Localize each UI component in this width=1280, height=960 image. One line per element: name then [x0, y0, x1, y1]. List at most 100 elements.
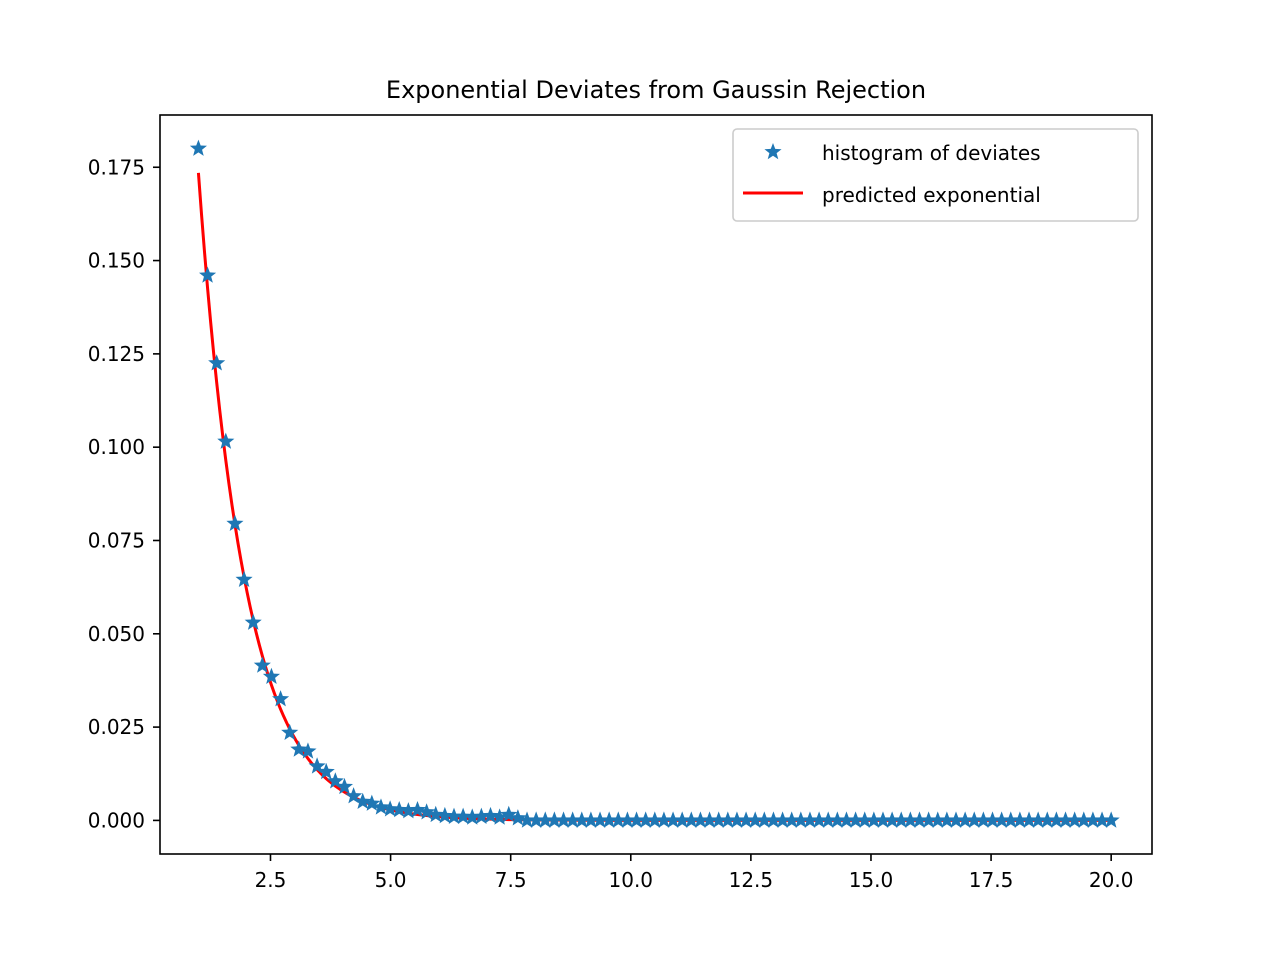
x-tick-label: 5.0 [375, 868, 407, 892]
x-axis: 2.5 5.0 7.5 10.0 12.5 15.0 17.5 20.0 [255, 854, 1134, 892]
data-point-star [1002, 811, 1020, 828]
data-point-star [372, 798, 390, 815]
data-point-star [746, 811, 764, 828]
data-point-star [1056, 811, 1075, 828]
data-point-star [1075, 811, 1093, 828]
data-point-star [682, 811, 700, 828]
data-point-star [920, 811, 938, 828]
data-point-star [810, 811, 828, 828]
data-point-star [646, 811, 664, 828]
data-point-star [317, 762, 335, 780]
data-point-star [454, 807, 472, 824]
y-tick-label: 0.050 [88, 622, 145, 646]
data-point-star [974, 811, 992, 828]
data-point-star [573, 811, 591, 828]
data-point-star [664, 811, 682, 828]
y-tick-label: 0.175 [88, 155, 145, 179]
data-point-star [710, 811, 728, 828]
data-point-star [929, 811, 947, 828]
data-point-star [281, 723, 299, 740]
data-point-star [774, 811, 792, 828]
data-point-star [1029, 811, 1047, 828]
legend-box [732, 128, 1139, 222]
data-point-star [390, 800, 408, 818]
data-point-star [691, 811, 709, 828]
legend-label-predicted: predicted exponential [822, 183, 1041, 207]
data-point-star [847, 811, 865, 828]
data-point-star [536, 811, 554, 828]
data-point-star [345, 787, 363, 804]
data-point-star [874, 811, 892, 828]
y-tick-label: 0.150 [88, 249, 145, 273]
x-tick-label: 10.0 [609, 868, 654, 892]
data-point-star [1011, 811, 1029, 828]
data-point-star [199, 266, 217, 283]
data-point-star [299, 742, 317, 759]
y-tick-label: 0.125 [88, 342, 145, 366]
data-point-star [1020, 811, 1038, 828]
data-point-star [509, 809, 527, 826]
data-point-star [491, 808, 509, 825]
data-point-star [801, 811, 819, 828]
data-point-star [701, 811, 719, 828]
data-point-star [883, 811, 901, 828]
data-point-star [783, 811, 801, 828]
data-point-star [527, 811, 545, 828]
data-point-star [993, 811, 1011, 828]
data-point-star [217, 432, 235, 449]
legend: histogram of deviates predicted exponent… [732, 128, 1139, 222]
histogram-markers-layer [189, 139, 1120, 828]
data-point-star [381, 800, 399, 817]
data-point-star [737, 811, 755, 828]
data-point-star [655, 811, 673, 828]
y-tick-label: 0.025 [88, 715, 145, 739]
data-point-star [618, 811, 636, 828]
data-point-star [1102, 811, 1120, 828]
data-point-star [418, 803, 436, 820]
data-point-star [564, 811, 582, 828]
data-point-star [719, 811, 737, 828]
x-tick-label: 20.0 [1089, 868, 1134, 892]
data-point-star [938, 811, 956, 828]
data-point-star [308, 757, 326, 774]
data-point-star [910, 811, 929, 828]
data-point-star [865, 811, 883, 828]
data-point-star [673, 811, 691, 828]
data-point-star [445, 807, 463, 824]
data-point-star [427, 805, 445, 823]
data-point-star [226, 514, 244, 531]
x-tick-label: 7.5 [495, 868, 527, 892]
data-point-star [600, 811, 618, 828]
x-tick-label: 17.5 [969, 868, 1014, 892]
y-tick-label: 0.100 [88, 435, 145, 459]
y-tick-label: 0.075 [88, 528, 145, 552]
data-point-star [399, 802, 417, 819]
data-point-star [463, 808, 481, 825]
data-point-star [819, 811, 837, 828]
data-point-star [481, 806, 500, 824]
x-tick-label: 2.5 [255, 868, 287, 892]
legend-star-icon [764, 143, 782, 160]
data-point-star [436, 806, 454, 824]
data-point-star [472, 807, 490, 824]
data-point-star [554, 811, 573, 828]
data-point-star [335, 777, 354, 795]
data-point-star [545, 811, 563, 828]
data-point-star [792, 811, 810, 828]
data-point-star [856, 811, 874, 828]
data-point-star [518, 811, 536, 828]
data-point-star [235, 570, 253, 587]
data-point-star [828, 811, 846, 828]
data-point-star [363, 794, 381, 811]
data-point-star [965, 811, 983, 828]
data-point-star [755, 811, 773, 828]
data-point-star [637, 811, 655, 828]
y-axis: 0.000 0.025 0.050 0.075 0.100 0.125 0.150 0.175 [88, 155, 160, 832]
axes-frame [159, 114, 1153, 855]
chart-title: Exponential Deviates from Gaussin Reject… [386, 76, 926, 104]
x-tick-label: 12.5 [729, 868, 774, 892]
data-point-star [354, 792, 372, 810]
data-point-star [208, 354, 226, 371]
data-point-star [1038, 811, 1056, 828]
